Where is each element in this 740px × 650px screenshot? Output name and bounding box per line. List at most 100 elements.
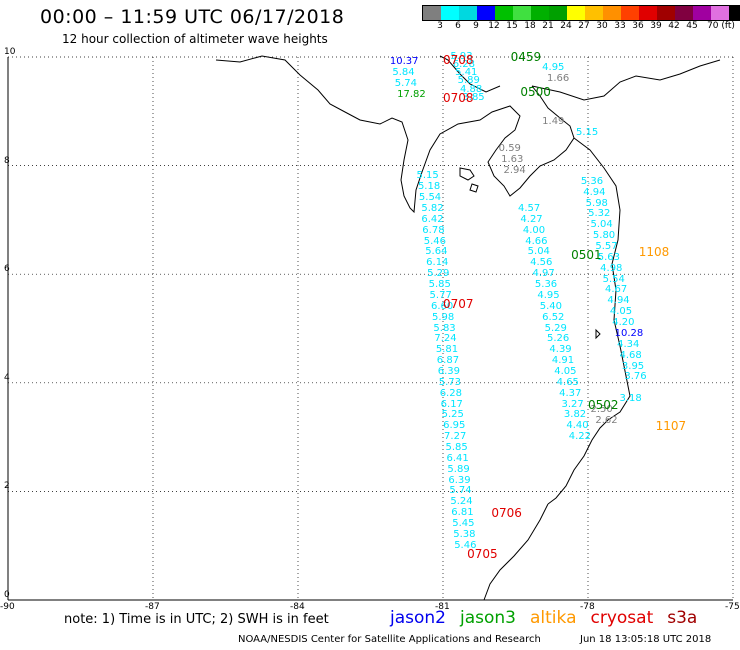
wave-height-label: 6.87 <box>436 355 460 367</box>
color-scale-swatch <box>495 6 513 20</box>
wave-height-label: 5.63 <box>597 251 621 263</box>
wave-height-label: 5.32 <box>588 208 611 220</box>
pass-time-label: 0705 <box>467 546 498 561</box>
wave-height-label: 6.14 <box>426 257 449 269</box>
peru-coast <box>483 503 549 601</box>
color-scale-label: 27 <box>578 21 590 31</box>
wave-height-label: 3.95 <box>621 360 645 372</box>
wave-height-label: 3.18 <box>619 393 642 405</box>
wave-height-label: 4.94 <box>607 295 630 307</box>
x-tick-label: -87 <box>145 602 160 612</box>
legend-jason2: jason2 <box>390 608 446 628</box>
pass-time-label: 0500 <box>520 85 551 100</box>
wave-height-label: 5.36 <box>534 279 558 291</box>
wave-height-label: 5.93 <box>450 51 473 62</box>
wave-height-label: 4.27 <box>520 213 543 225</box>
colombia-north-coast <box>531 59 721 101</box>
wave-height-label: 5.57 <box>595 241 618 253</box>
pass-time-label: 0707 <box>443 297 474 312</box>
wave-height-label: 6.95 <box>443 420 466 432</box>
color-scale-swatch <box>639 6 657 20</box>
footnote: note: 1) Time is in UTC; 2) SWH is in fe… <box>64 612 329 627</box>
color-scale-swatch <box>603 6 621 20</box>
wave-height-label: 5.46 <box>454 539 477 551</box>
color-scale-label: 15 <box>506 21 518 31</box>
central-america-coast <box>215 55 575 214</box>
wave-height-label: 3.82 <box>563 409 587 421</box>
y-tick-label: 8 <box>4 155 10 166</box>
wave-height-label: 4.20 <box>612 317 635 329</box>
color-scale-label: 70 (ft) <box>707 21 735 31</box>
color-scale-swatch <box>477 6 495 20</box>
wave-height-label: 5.98 <box>431 311 455 323</box>
legend-s3a: s3a <box>667 608 698 628</box>
color-scale-swatch <box>441 6 459 20</box>
wave-height-label: 6.28 <box>452 59 476 71</box>
page-subtitle: 12 hour collection of altimeter wave hei… <box>62 32 328 46</box>
y-tick-label: 0 <box>4 590 10 600</box>
wave-height-label: 0.59 <box>498 143 521 155</box>
wave-height-label: 5.74 <box>394 78 418 90</box>
x-tick-label: -84 <box>290 602 305 612</box>
wave-height-label: 4.40 <box>566 420 589 432</box>
wave-height-label: 5.54 <box>418 192 442 204</box>
color-scale-swatch <box>693 6 711 20</box>
color-scale-swatch <box>711 6 729 20</box>
color-scale-swatch <box>657 6 675 20</box>
color-scale-label: 36 <box>632 21 644 31</box>
wave-height-label: 5.15 <box>576 127 599 139</box>
wave-height-label: 4.37 <box>559 387 582 399</box>
color-scale-swatch <box>621 6 639 20</box>
pass-time-label: 0459 <box>510 50 542 64</box>
wave-height-label: 4.95 <box>542 61 565 73</box>
wave-height-label: 4.95 <box>537 289 560 301</box>
wave-height-label: 3.27 <box>561 398 584 410</box>
wave-height-label: 5.25 <box>441 409 464 421</box>
page-title: 00:00 – 11:59 UTC 06/17/2018 <box>40 6 345 28</box>
wave-height-label: 5.18 <box>417 181 441 193</box>
islas-perlas <box>469 183 479 193</box>
map-grid <box>7 56 734 601</box>
wave-height-label: 6.28 <box>439 387 462 399</box>
generation-timestamp: Jun 18 13:05:18 UTC 2018 <box>580 634 712 645</box>
colombia-pacific-coast <box>547 137 631 505</box>
wave-height-label: 6.42 <box>421 213 444 225</box>
color-scale-label: 18 <box>524 21 536 31</box>
pass-time-label: 0706 <box>491 506 522 521</box>
wave-height-label: 5.38 <box>453 528 476 540</box>
credit-line: NOAA/NESDIS Center for Satellite Applica… <box>238 634 541 645</box>
wave-height-label: 5.74 <box>449 485 472 497</box>
color-scale-swatch <box>459 6 477 20</box>
wave-height-label: 5.41 <box>455 67 478 79</box>
wave-height-label: 4.22 <box>568 431 592 443</box>
pass-time-label: 0501 <box>571 248 602 263</box>
y-tick-label: 2 <box>4 481 10 492</box>
pass-time-label: 1107 <box>655 419 687 434</box>
wave-height-label: 5.85 <box>428 279 451 291</box>
y-tick-label: 4 <box>4 372 10 383</box>
color-scale-label: 9 <box>473 21 479 31</box>
color-scale-label: 24 <box>560 21 572 31</box>
wave-height-label: 5.26 <box>547 333 570 345</box>
wave-height-label: 6.52 <box>542 311 565 323</box>
wave-height-label: 6.78 <box>422 224 445 236</box>
color-scale-swatch <box>531 6 549 20</box>
wave-height-label: 5.73 <box>438 376 461 388</box>
wave-height-label: 5.15 <box>416 170 439 182</box>
wave-height-label: 4.56 <box>530 257 553 269</box>
wave-height-label: 1.63 <box>501 154 524 166</box>
wave-height-label: 5.54 <box>602 273 625 285</box>
coastline <box>215 55 721 601</box>
legend-jason3: jason3 <box>460 608 516 628</box>
color-scale-label: 33 <box>614 21 626 31</box>
pass-time-label: 0708 <box>443 52 474 67</box>
wave-height-label: 4.65 <box>556 376 579 388</box>
caribbean-coast <box>439 55 501 93</box>
wave-height-label: 5.85 <box>445 441 468 453</box>
color-scale-label: 12 <box>488 21 500 31</box>
satellite-legend: jason2 jason3 altika cryosat s3a <box>390 608 711 628</box>
color-scale-swatch <box>549 6 567 20</box>
wave-height-label: 4.91 <box>551 355 575 367</box>
wave-height-label: 4.98 <box>600 262 623 274</box>
